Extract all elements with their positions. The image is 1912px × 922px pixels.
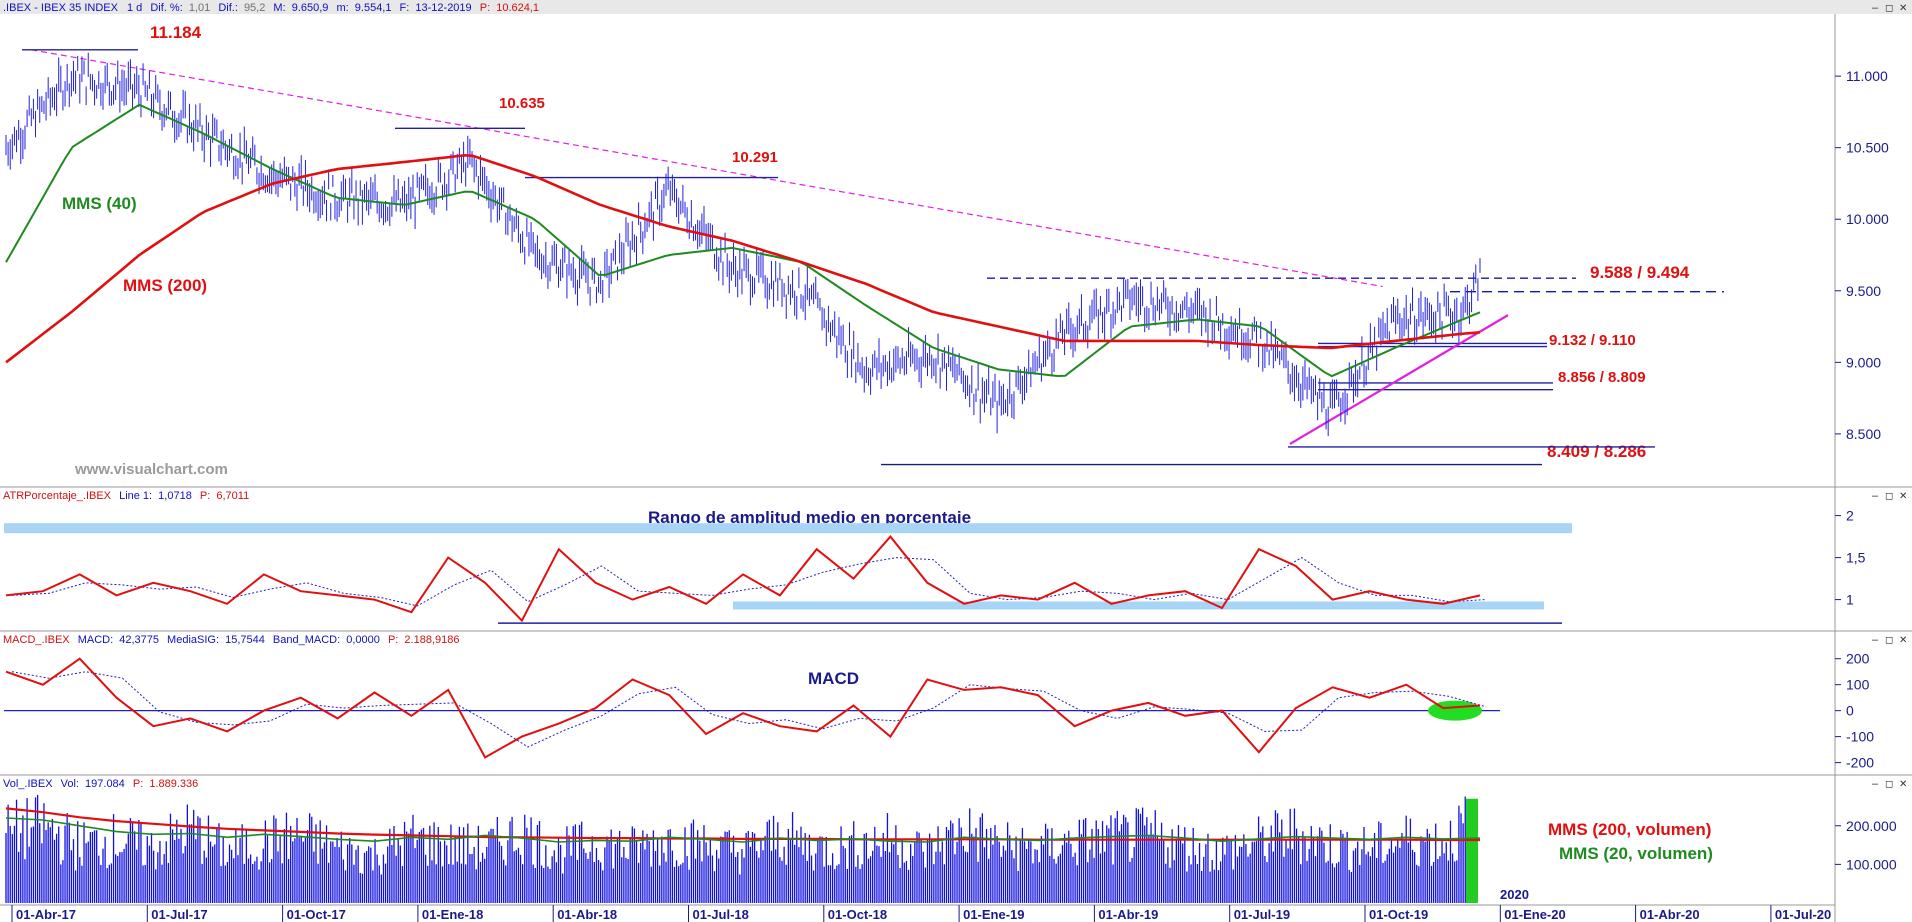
price-window-controls[interactable]: – ◻ ✕ (1872, 2, 1907, 14)
close-icon[interactable]: ✕ (1899, 3, 1907, 14)
minimize-icon[interactable]: – (1872, 2, 1879, 14)
close-icon[interactable]: ✕ (1899, 635, 1907, 646)
atr-y-tick-label: 2 (1846, 508, 1854, 524)
macd-y-tick-label: -200 (1846, 755, 1874, 771)
minimize-icon[interactable]: – (1872, 634, 1879, 646)
price-y-tick-label: 9.500 (1846, 283, 1881, 299)
x-tick-label: 01-Abr-18 (557, 907, 617, 922)
annotation-11184: 11.184 (150, 23, 202, 42)
macd-y-tick-label: 200 (1846, 651, 1870, 667)
atr-upper-band (4, 523, 1572, 534)
volume-window-controls[interactable]: – ◻ ✕ (1872, 778, 1907, 790)
close-icon[interactable]: ✕ (1899, 779, 1907, 790)
x-tick-label: 01-Oct-17 (287, 907, 346, 922)
x-tick-label: 01-Abr-19 (1098, 907, 1158, 922)
macd-y-tick-label: 100 (1846, 677, 1870, 693)
macd-panel-title: MACD (808, 669, 859, 688)
close-icon[interactable]: ✕ (1899, 491, 1907, 502)
x-tick-label: 01-Oct-18 (828, 907, 887, 922)
mms40-line (5, 103, 1481, 378)
label-mms200: MMS (200) (123, 276, 207, 295)
annotation-10635: 10.635 (499, 95, 545, 112)
mms200-line (5, 153, 1481, 364)
label-vol-mms200: MMS (200, volumen) (1548, 820, 1711, 839)
x-tick-label: 01-Abr-20 (1640, 907, 1700, 922)
restore-icon[interactable]: ◻ (1885, 635, 1893, 646)
macd-line (5, 657, 1481, 759)
x-tick-label: 01-Jul-18 (693, 907, 749, 922)
atr-header-text: ATRPorcentaje_.IBEX Line 1: 1,0718 P: 6,… (3, 490, 249, 502)
restore-icon[interactable]: ◻ (1885, 491, 1893, 502)
macd-y-tick-label: 0 (1846, 703, 1854, 719)
restore-icon[interactable]: ◻ (1885, 3, 1893, 14)
volume-header-text: Vol_.IBEX Vol: 197.084 P: 1.889.336 (3, 778, 198, 790)
price-y-tick-label: 10.500 (1846, 140, 1889, 156)
volume-y-tick-label: 100.000 (1846, 856, 1897, 872)
minimize-icon[interactable]: – (1872, 778, 1879, 790)
volume-mms20-line (5, 817, 1481, 843)
x-tick-label: 01-Jul-17 (151, 907, 207, 922)
label-mms40: MMS (40) (62, 194, 137, 213)
atr-lower-band (733, 601, 1544, 610)
rising-support-line (1289, 314, 1509, 445)
macd-window-controls[interactable]: – ◻ ✕ (1872, 634, 1907, 646)
macd-y-tick-label: -100 (1846, 729, 1874, 745)
x-tick-label: 01-Abr-17 (16, 907, 76, 922)
x-tick-label: 01-Jul-20 (1775, 907, 1831, 922)
macd-signal-line (11, 671, 1487, 748)
price-y-tick-label: 10.000 (1846, 211, 1889, 227)
price-y-tick-label: 9.000 (1846, 354, 1881, 370)
annotation-8856-8809: 8.856 / 8.809 (1558, 369, 1646, 386)
atr-window-controls[interactable]: – ◻ ✕ (1872, 490, 1907, 502)
watermark: www.visualchart.com (74, 461, 228, 478)
x-tick-label: 01-Jul-19 (1234, 907, 1290, 922)
volume-bar-last (1466, 798, 1478, 903)
atr-panel-title: Rango de amplitud medio en porcentaje (648, 508, 971, 527)
annotation-10291: 10.291 (732, 149, 778, 166)
x-tick-label: 01-Ene-19 (963, 907, 1024, 922)
price-y-tick-label: 8.500 (1846, 426, 1881, 442)
price-y-tick-label: 11.000 (1846, 68, 1888, 84)
restore-icon[interactable]: ◻ (1885, 779, 1893, 790)
annotation-8409-8286: 8.409 / 8.286 (1547, 442, 1646, 461)
minimize-icon[interactable]: – (1872, 490, 1879, 502)
atr-y-tick-label: 1,5 (1846, 550, 1866, 566)
annotation-9588-9494: 9.588 / 9.494 (1590, 263, 1690, 282)
atr-line (5, 535, 1481, 623)
x-tick-label: 01-Ene-20 (1504, 907, 1565, 922)
year-marker-2020: 2020 (1500, 887, 1529, 902)
price-header-text: .IBEX - IBEX 35 INDEX 1 d Dif. %: 1,01 D… (3, 2, 539, 14)
price-panel-header-bar (0, 0, 1912, 14)
x-tick-label: 01-Oct-19 (1369, 907, 1428, 922)
macd-header-text: MACD_.IBEX MACD: 42,3775 MediaSIG: 15,75… (3, 634, 459, 646)
atr-y-tick-label: 1 (1846, 592, 1854, 608)
annotation-9132-9110: 9.132 / 9.110 (1549, 332, 1636, 349)
atr-signal-line (11, 557, 1487, 607)
downtrend-dashed-line (31, 49, 1383, 288)
x-tick-label: 01-Ene-18 (422, 907, 483, 922)
label-vol-mms20: MMS (20, volumen) (1559, 844, 1713, 863)
volume-y-tick-label: 200.000 (1846, 818, 1897, 834)
